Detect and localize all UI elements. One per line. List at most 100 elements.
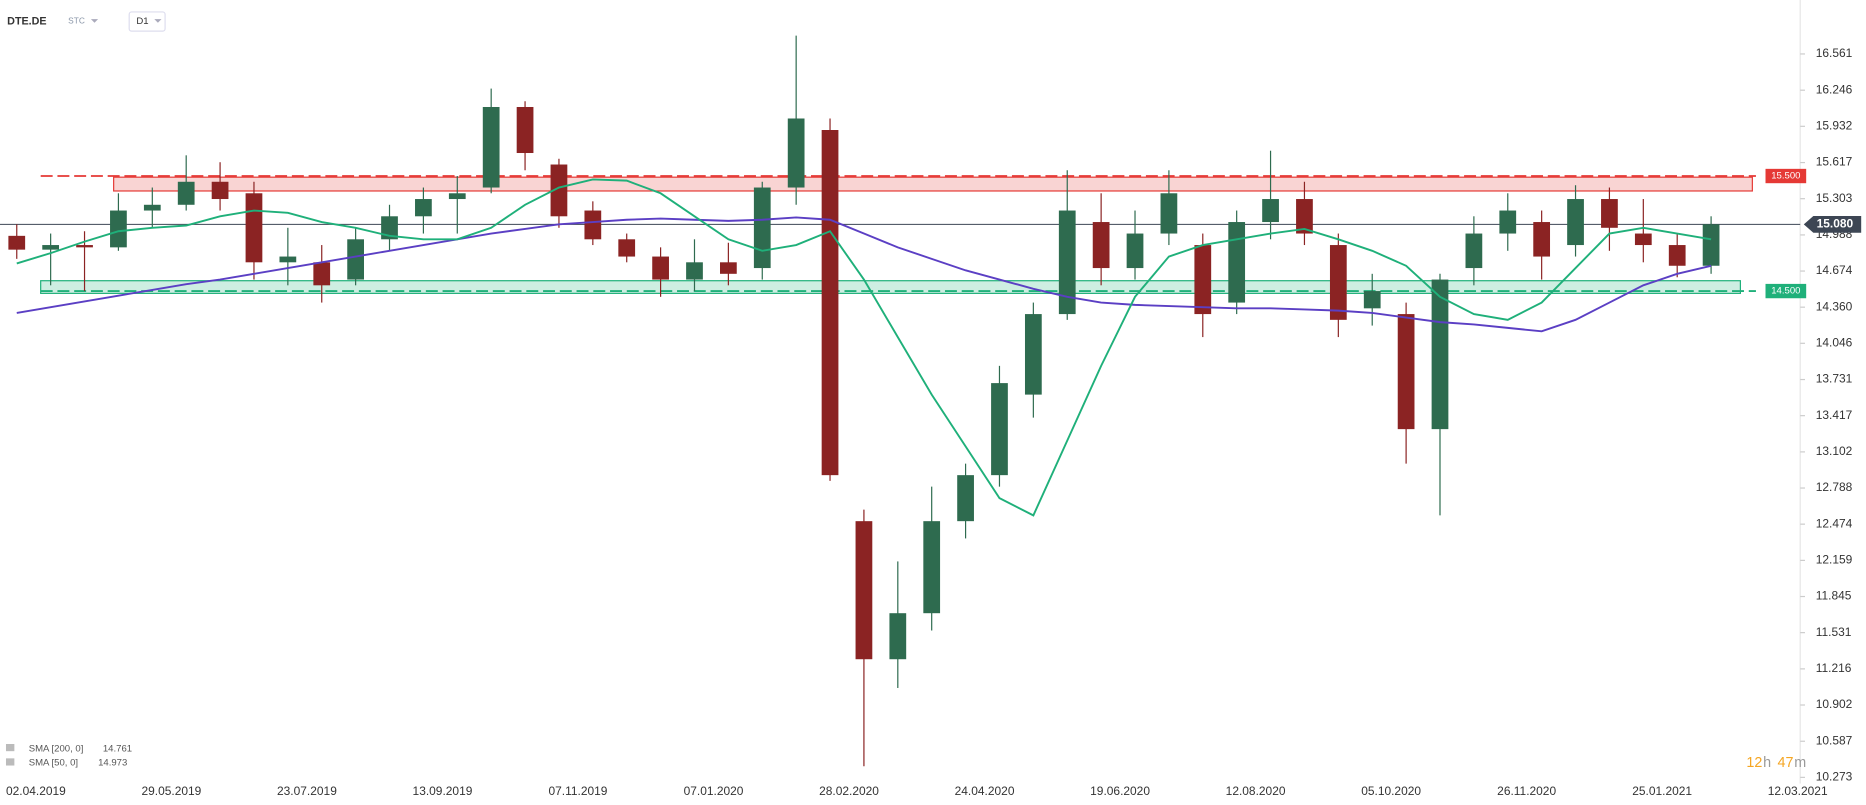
candle-body <box>1702 224 1720 266</box>
y-tick-label: 10.587 <box>1816 733 1853 747</box>
legend-value: 14.973 <box>98 758 127 769</box>
timer-hours: 12 <box>1746 755 1762 771</box>
candle-body <box>1601 199 1618 228</box>
x-tick-label: 29.05.2019 <box>142 784 202 798</box>
candle-body <box>347 239 364 280</box>
candle-body <box>1668 245 1686 266</box>
current-price-label: 15.080 <box>1817 216 1854 230</box>
candle-body <box>279 256 297 263</box>
timer-unit: m <box>1794 755 1806 771</box>
x-tick-label: 07.01.2020 <box>684 784 744 798</box>
y-tick-label: 10.902 <box>1816 697 1853 711</box>
candle-body <box>1634 233 1652 246</box>
x-tick-label: 12.03.2021 <box>1768 784 1828 798</box>
timer-minutes: 47 <box>1777 755 1793 771</box>
candle-body <box>821 130 839 476</box>
candle-body <box>923 521 941 614</box>
sma-line <box>16 178 1712 517</box>
y-tick-label: 10.273 <box>1816 770 1853 784</box>
level-label-box <box>1765 168 1807 184</box>
y-tick-label: 11.845 <box>1816 589 1852 603</box>
candle-body <box>787 118 805 188</box>
candle-body <box>1397 314 1415 430</box>
x-tick-label: 26.11.2020 <box>1497 784 1556 798</box>
candle-body <box>1262 199 1279 223</box>
instrument-kind[interactable]: STC <box>68 16 85 26</box>
candle-body <box>1058 210 1076 315</box>
candle-body <box>652 256 669 280</box>
symbol[interactable]: DTE.DE <box>7 15 46 27</box>
dropdown-arrow <box>154 19 162 23</box>
interval[interactable]: D1 <box>136 16 148 27</box>
candle-body <box>1363 291 1381 309</box>
y-tick-label: 15.617 <box>1816 155 1853 169</box>
candle-body <box>1194 245 1212 315</box>
candle-body <box>991 383 1008 476</box>
candle-body <box>686 262 703 280</box>
y-tick-label: 13.417 <box>1816 408 1853 422</box>
candle-body <box>1465 233 1483 269</box>
candle-body <box>110 210 127 248</box>
candle-body <box>584 210 602 240</box>
y-tick-label: 12.474 <box>1816 516 1853 530</box>
candle-body <box>516 106 534 154</box>
x-tick-label: 12.08.2020 <box>1226 784 1286 798</box>
candle-body <box>448 193 466 200</box>
candle-body <box>1533 222 1551 257</box>
legend-value: 14.761 <box>103 743 132 754</box>
candle-body <box>1092 222 1110 269</box>
dropdown-arrow <box>90 19 99 23</box>
x-tick-label: 25.01.2021 <box>1632 784 1692 798</box>
candle-body <box>889 613 907 660</box>
candle-body <box>618 239 636 257</box>
level-label-box <box>1765 283 1807 299</box>
y-tick-label: 12.788 <box>1816 480 1853 494</box>
x-tick-label: 23.07.2019 <box>277 784 337 798</box>
candle-body <box>1126 233 1144 269</box>
y-tick-label: 16.246 <box>1816 82 1853 96</box>
candle-body <box>1329 245 1347 320</box>
x-tick-label: 07.11.2019 <box>549 784 608 798</box>
candle-body <box>550 164 568 217</box>
x-tick-label: 19.06.2020 <box>1090 784 1150 798</box>
candle-body <box>1024 314 1042 395</box>
y-tick-label: 15.932 <box>1816 118 1853 132</box>
y-tick-label: 14.360 <box>1816 299 1853 313</box>
interval-box[interactable] <box>128 11 166 32</box>
candle-body <box>720 262 737 274</box>
candle-body <box>1160 193 1178 234</box>
candle-body <box>957 475 974 522</box>
sma-line <box>16 216 1712 333</box>
candle-body <box>1567 199 1584 246</box>
plot: 16.56116.24615.93215.61715.30314.98814.6… <box>0 35 1862 798</box>
zone <box>113 176 1753 192</box>
candle-body <box>1431 279 1449 430</box>
candle-body <box>1499 210 1517 234</box>
y-tick-label: 11.531 <box>1816 625 1852 639</box>
x-tick-label: 24.04.2020 <box>955 784 1015 798</box>
candle-body <box>245 193 263 263</box>
x-tick-label: 05.10.2020 <box>1361 784 1421 798</box>
legend-icon[interactable] <box>5 758 15 766</box>
candle-body <box>482 106 500 188</box>
y-tick-label: 12.159 <box>1816 553 1853 567</box>
candle-body <box>143 204 161 211</box>
level-label: 14.500 <box>1771 286 1800 297</box>
candle-body <box>313 262 331 286</box>
legend-name: SMA [200, 0] <box>29 743 84 754</box>
legend-name: SMA [50, 0] <box>29 758 78 769</box>
candle-body <box>855 521 873 660</box>
legend-icon[interactable] <box>5 743 15 752</box>
y-tick-label: 13.731 <box>1816 372 1853 386</box>
x-tick-label: 02.04.2019 <box>6 784 66 798</box>
y-tick-label: 14.046 <box>1816 335 1853 349</box>
candle-body <box>415 199 432 217</box>
candle-body <box>76 245 93 248</box>
y-tick-label: 14.674 <box>1816 263 1853 277</box>
candle-body <box>1296 199 1313 234</box>
candle-body <box>753 187 771 269</box>
y-tick-label: 11.216 <box>1816 661 1852 675</box>
candle-body <box>42 245 60 250</box>
